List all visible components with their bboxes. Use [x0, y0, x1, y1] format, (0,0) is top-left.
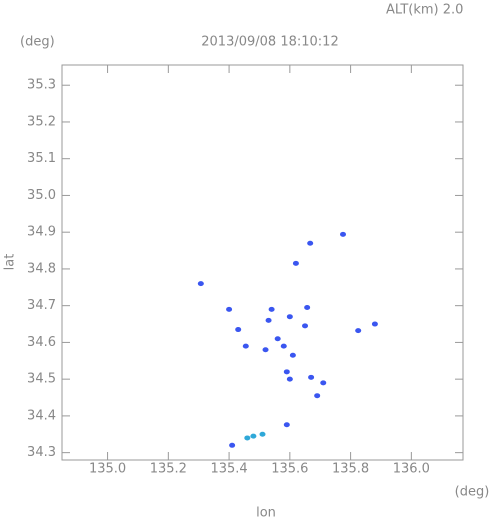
echo	[371, 321, 378, 327]
x-tick-label: 136.0	[393, 462, 430, 477]
y-tick-label: 34.7	[27, 298, 56, 313]
x-unit: (deg)	[455, 485, 490, 500]
altitude: ALT(km) 2.0	[386, 3, 463, 18]
y-tick-label: 35.0	[27, 188, 56, 203]
echo	[307, 240, 314, 246]
y-tick-label: 35.1	[27, 151, 56, 166]
plot-frame	[61, 64, 464, 461]
chart-title: 2013/09/08 18:10:12	[201, 35, 338, 50]
echo	[244, 435, 251, 441]
y-tick-label: 34.5	[27, 372, 56, 387]
echo	[286, 314, 293, 320]
echo	[304, 305, 311, 311]
x-tick-label: 135.2	[150, 462, 187, 477]
x-tick-label: 135.4	[210, 462, 247, 477]
echo	[235, 327, 242, 333]
y-tick-label: 34.4	[27, 408, 56, 423]
echo	[314, 393, 321, 399]
echo	[268, 306, 275, 312]
echo	[320, 380, 327, 386]
y-tick-label: 34.3	[27, 445, 56, 460]
echo	[283, 422, 290, 428]
echo	[355, 328, 362, 334]
y-tick-label: 34.8	[27, 261, 56, 276]
y-tick-label: 35.2	[27, 114, 56, 129]
echo	[302, 323, 309, 329]
echo	[289, 352, 296, 358]
echo	[340, 231, 347, 237]
echo	[265, 317, 272, 323]
echo	[259, 431, 266, 437]
x-tick-label: 135.8	[332, 462, 369, 477]
echo	[292, 260, 299, 266]
echo	[250, 433, 257, 439]
echo	[286, 376, 293, 382]
x-tick-label: 135.6	[271, 462, 308, 477]
y-tick-label: 35.3	[27, 78, 56, 93]
echo	[274, 336, 281, 342]
echo	[280, 343, 287, 349]
echo	[308, 374, 315, 380]
echo	[197, 281, 204, 287]
echo	[283, 369, 290, 375]
x-tick-label: 135.0	[89, 462, 126, 477]
y-tick-label: 34.9	[27, 225, 56, 240]
y-unit: (deg)	[20, 35, 55, 50]
echo	[262, 347, 269, 353]
echo	[242, 343, 249, 349]
x-axis-label: lon	[256, 506, 276, 521]
echo	[226, 306, 233, 312]
y-tick-label: 34.6	[27, 335, 56, 350]
y-axis-label: lat	[3, 254, 18, 271]
echo	[229, 442, 236, 448]
